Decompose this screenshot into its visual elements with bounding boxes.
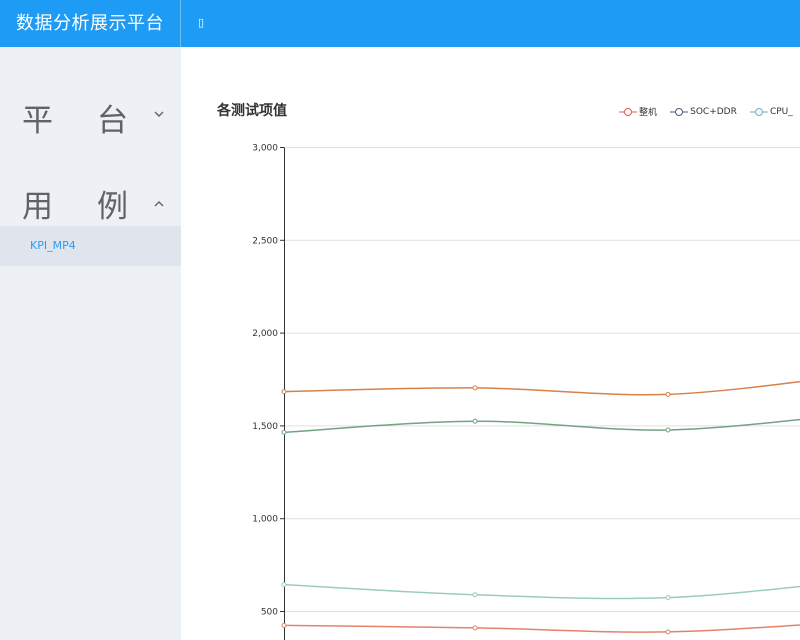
sidebar-group-label: 用例: [22, 189, 172, 225]
data-point: [281, 582, 287, 588]
legend-marker-icon: [619, 107, 637, 116]
data-point: [665, 595, 671, 601]
data-point: [665, 427, 671, 433]
app-title: 数据分析展示平台: [0, 0, 181, 47]
data-point: [281, 389, 287, 395]
line-chart: 3,000 2,500 2,000 1,500 1,000 500: [252, 144, 800, 640]
legend-label: SOC+DDR: [690, 106, 737, 117]
data-point: [281, 429, 287, 435]
y-tick-label: 3,000: [252, 144, 278, 154]
series-line: [283, 583, 800, 600]
y-tick-label: 2,500: [252, 236, 278, 246]
main-content: 各测试项值 整机 SOC+DDR CPU_ 3,000 2,500 2,000 1,5…: [181, 47, 800, 640]
data-point: [472, 385, 478, 391]
legend-marker-icon: [670, 107, 689, 116]
data-point: [281, 622, 287, 628]
sidebar: 平台 用例 KPI_MP4: [0, 47, 181, 640]
menu-icon[interactable]: ▯: [198, 16, 205, 29]
chart-legend: 整机 SOC+DDR CPU_: [619, 101, 800, 118]
y-tick-label: 1,000: [252, 515, 278, 525]
y-tick-label: 1,500: [252, 422, 278, 432]
series-line: [283, 380, 800, 396]
top-bar: 数据分析展示平台 ▯: [0, 0, 800, 47]
legend-label: CPU_: [769, 106, 793, 117]
y-tick-label: 2,000: [252, 329, 278, 339]
y-tick-label: 500: [261, 608, 278, 618]
legend-marker-icon: [749, 107, 768, 116]
legend-item-soc-ddr[interactable]: SOC+DDR: [670, 101, 737, 120]
data-point: [472, 625, 478, 631]
chevron-up-icon: [154, 201, 164, 207]
series-line: [283, 418, 800, 434]
data-point: [665, 629, 671, 635]
sidebar-group-label: 平台: [22, 103, 172, 139]
data-point: [472, 418, 478, 424]
data-point: [665, 391, 671, 397]
data-point: [472, 592, 478, 598]
sidebar-group-usecase[interactable]: 用例: [0, 181, 181, 225]
chart-title: 各测试项值: [217, 103, 287, 119]
sidebar-item-kpi-mp4[interactable]: KPI_MP4: [0, 226, 181, 266]
sidebar-group-platform[interactable]: 平台: [0, 95, 181, 139]
legend-item-cpu[interactable]: CPU_: [749, 101, 793, 120]
chevron-down-icon: [154, 111, 164, 117]
sidebar-item-label: KPI_MP4: [30, 239, 76, 252]
series-line: [283, 624, 800, 633]
legend-item-zhengji[interactable]: 整机: [619, 101, 657, 120]
legend-label: 整机: [639, 108, 658, 118]
